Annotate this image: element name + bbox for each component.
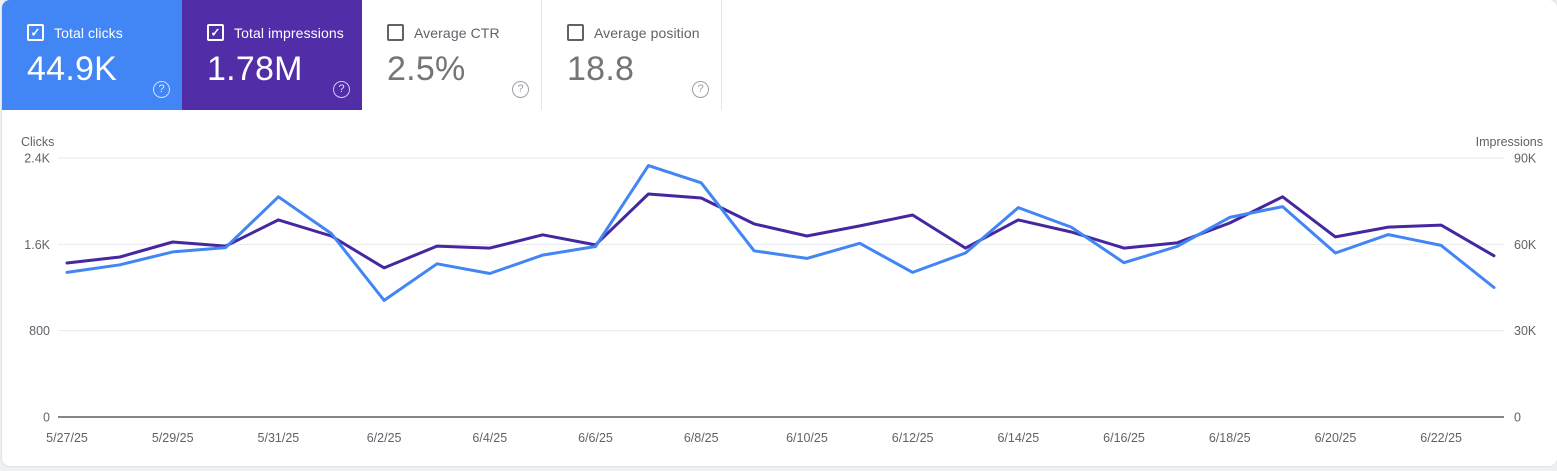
right-axis-tick: 60K [1514,238,1537,252]
x-axis-tick: 6/4/25 [472,431,507,445]
x-axis-tick: 6/8/25 [684,431,719,445]
series-line-clicks[interactable] [65,164,1496,302]
help-icon[interactable]: ? [692,81,709,98]
metric-value: 44.9K [27,50,118,88]
x-axis-tick: 6/12/25 [892,431,934,445]
help-icon[interactable]: ? [153,81,170,98]
x-axis-tick: 5/29/25 [152,431,194,445]
checkbox-total-clicks[interactable]: ✓ [27,24,44,41]
metric-value: 2.5% [387,50,466,88]
x-axis-tick: 6/10/25 [786,431,828,445]
x-axis-tick: 6/20/25 [1315,431,1357,445]
metric-card-average-position[interactable]: Average position 18.8 ? [542,0,722,110]
x-axis-tick: 6/2/25 [367,431,402,445]
x-axis-tick: 5/31/25 [258,431,300,445]
left-axis-tick: 0 [43,411,50,425]
right-axis-tick: 30K [1514,324,1537,338]
left-axis-tick: 800 [29,324,50,338]
x-axis-tick: 6/18/25 [1209,431,1251,445]
checkbox-total-impressions[interactable]: ✓ [207,24,224,41]
metric-value: 18.8 [567,50,635,88]
metric-card-total-clicks[interactable]: ✓ Total clicks 44.9K ? [2,0,182,110]
metric-card-average-ctr[interactable]: Average CTR 2.5% ? [362,0,542,110]
metric-card-header: Average CTR [387,24,541,41]
metric-value: 1.78M [207,50,303,88]
checkbox-average-position[interactable] [567,24,584,41]
check-icon: ✓ [210,25,221,39]
x-axis-tick: 6/16/25 [1103,431,1145,445]
help-icon[interactable]: ? [333,81,350,98]
x-axis-tick: 6/6/25 [578,431,613,445]
metric-label: Total clicks [54,24,123,41]
metric-label: Average position [594,24,700,41]
metric-cards-row: ✓ Total clicks 44.9K ? ✓ Total impressio… [2,0,722,110]
metric-card-total-impressions[interactable]: ✓ Total impressions 1.78M ? [182,0,362,110]
metric-card-header: Average position [567,24,721,41]
right-axis-title: Impressions [1476,135,1543,149]
right-axis-tick: 90K [1514,152,1537,166]
left-axis-tick: 1.6K [24,238,50,252]
right-axis-tick: 0 [1514,411,1521,425]
check-icon: ✓ [30,25,41,39]
series-line-impressions[interactable] [65,192,1496,270]
left-axis-tick: 2.4K [24,152,50,166]
chart-canvas[interactable]: 2.4K 90K 1.6K 60K 800 30K 0 0 Clicks Impressions 5… [2,110,1557,466]
metric-card-header: ✓ Total clicks [27,24,182,41]
metric-card-header: ✓ Total impressions [207,24,362,41]
x-axis-tick: 6/22/25 [1420,431,1462,445]
help-icon[interactable]: ? [512,81,529,98]
x-axis-tick: 5/27/25 [46,431,88,445]
x-axis-tick: 6/14/25 [997,431,1039,445]
metric-label: Average CTR [414,24,500,41]
metric-label: Total impressions [234,24,344,41]
left-axis-title: Clicks [21,135,54,149]
checkbox-average-ctr[interactable] [387,24,404,41]
performance-chart[interactable]: 2.4K 90K 1.6K 60K 800 30K 0 0 Clicks Impressions 5… [2,110,1557,466]
